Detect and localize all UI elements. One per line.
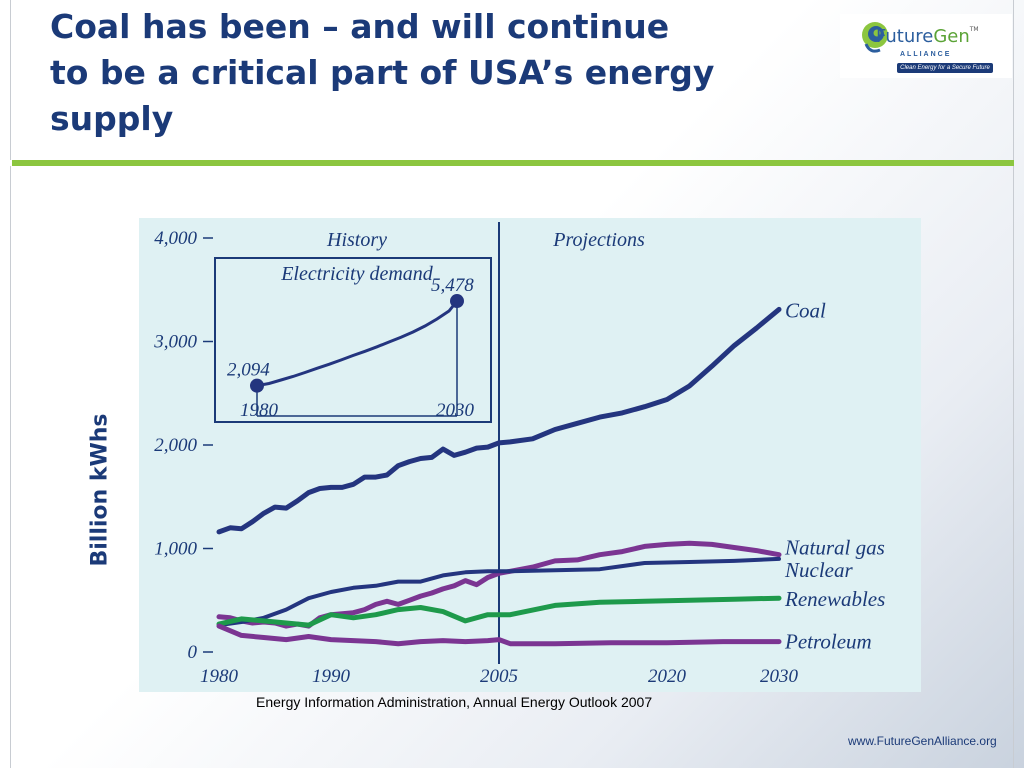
inset-title: Electricity demand (280, 263, 434, 285)
x-tick-label: 1990 (312, 666, 351, 687)
y-tick-label: 2,000 (154, 435, 197, 456)
series-line-nuclear (217, 556, 781, 628)
source-citation: Energy Information Administration, Annua… (256, 694, 653, 710)
x-tick-label: 1980 (200, 666, 239, 687)
history-label: History (326, 229, 387, 251)
y-tick-label: 4,000 (154, 228, 197, 249)
frame-right-line (1013, 0, 1014, 768)
futuregen-logo: FutureGenTM ALLIANCE Clean Energy for a … (840, 14, 1012, 78)
title-line-1: Coal has been – and will continue (50, 7, 670, 46)
frame-left-line-lower (10, 166, 11, 768)
x-tick-label: 2005 (480, 666, 518, 687)
inset-end-point (450, 294, 464, 309)
y-axis-label: Billion kWhs (87, 413, 113, 567)
x-tick-label: 2030 (760, 666, 799, 687)
inset-start-value: 2,094 (227, 360, 270, 381)
logo-tagline: Clean Energy for a Secure Future (897, 63, 993, 73)
y-tick-label: 0 (188, 642, 198, 663)
series-label-renewables: Renewables (784, 587, 885, 611)
title-line-3: supply (50, 99, 174, 138)
title-divider-rule (12, 160, 1014, 166)
inset-end-value: 5,478 (431, 275, 474, 296)
series-label-nuclear: Nuclear (784, 558, 853, 582)
logo-word-future: Future (876, 26, 934, 47)
frame-left-line (10, 0, 11, 160)
y-tick-label: 3,000 (153, 332, 197, 353)
series-line-petroleum (216, 623, 782, 647)
website-url: www.FutureGenAlliance.org (848, 734, 997, 748)
logo-wordmark: FutureGenTM (876, 26, 979, 47)
logo-trademark: TM (969, 26, 979, 33)
y-tick-label: 1,000 (154, 539, 197, 560)
series-line-renewables (216, 595, 782, 628)
series-label-petroleum: Petroleum (784, 630, 872, 654)
slide-title: Coal has been – and will continue to be … (50, 4, 840, 142)
inset-end-year: 2030 (436, 400, 475, 421)
x-tick-label: 2020 (648, 666, 687, 687)
inset-box (214, 257, 492, 423)
title-line-2: to be a critical part of USA’s energy (50, 53, 715, 92)
logo-alliance-text: ALLIANCE (900, 51, 952, 58)
futuregen-swirl-icon (862, 22, 888, 53)
projections-label: Projections (552, 229, 645, 251)
series-label-natural-gas: Natural gas (784, 535, 885, 559)
energy-supply-chart: 0 1,000 2,000 3,000 4,000 1980 1990 2005 2020 203… (139, 218, 921, 692)
inset-start-point (250, 378, 264, 393)
logo-word-gen: Gen (933, 26, 970, 47)
series-line-coal (216, 306, 782, 535)
inset-start-year: 1980 (240, 400, 279, 421)
series-label-coal: Coal (785, 298, 826, 322)
inset-demand-line (256, 300, 459, 388)
